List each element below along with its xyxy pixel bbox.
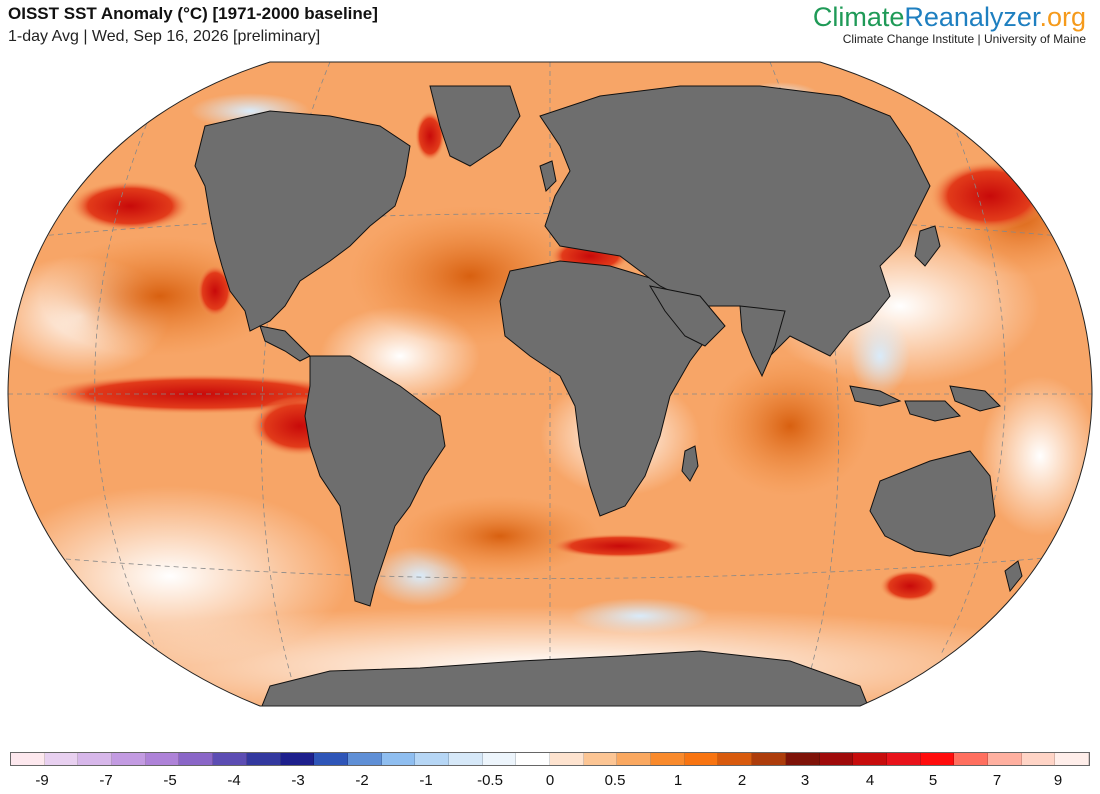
colorbar-swatch <box>1055 753 1089 765</box>
japan-land <box>914 225 941 267</box>
climatereanalyzer-logo[interactable]: ClimateReanalyzer.org <box>813 2 1086 32</box>
colorbar-tick-label: 4 <box>865 772 875 789</box>
colorbar-swatch <box>448 753 483 765</box>
colorbar-tick-label: 1 <box>673 772 683 789</box>
colorbar-tick-label: -7 <box>99 772 113 789</box>
colorbar-swatch <box>987 753 1022 765</box>
institution-label: Climate Change Institute | University of… <box>842 32 1086 46</box>
colorbar-swatch <box>954 753 988 765</box>
colorbar-ticks: -9 -7 -5 -4 -3 -2 -1 -0.5 0 0.5 1 2 3 4 5 7 9 <box>10 772 1090 792</box>
colorbar-tick-label: 5 <box>928 772 938 789</box>
south-america-land <box>304 355 446 607</box>
colorbar-swatch <box>482 753 517 765</box>
colorbar-tick-label: -2 <box>355 772 369 789</box>
colorbar-swatch <box>1021 753 1056 765</box>
colorbar-tick-label: 7 <box>992 772 1002 789</box>
map-outline <box>7 61 1093 707</box>
new-zealand-land <box>1004 560 1023 593</box>
logo-part-climate: Climate <box>812 2 905 32</box>
eurasia-land <box>539 85 931 357</box>
colorbar-swatch <box>752 753 786 765</box>
colorbar-swatch <box>853 753 887 765</box>
colorbar-swatch <box>651 753 685 765</box>
north-america-land <box>194 110 411 332</box>
colorbar-swatch <box>78 753 113 765</box>
map-subtitle: 1-day Avg | Wed, Sep 16, 2026 [prelimina… <box>8 28 321 45</box>
colorbar-swatch <box>179 753 214 765</box>
colorbar-swatch <box>415 753 449 765</box>
colorbar-swatch <box>246 753 281 765</box>
colorbar-tick-label: 3 <box>800 772 810 789</box>
colorbar-tick-label: 9 <box>1053 772 1063 789</box>
colorbar-tick-label: -3 <box>291 772 305 789</box>
colorbar-swatch <box>617 753 652 765</box>
colorbar-swatch <box>550 753 584 765</box>
colorbar-swatch <box>886 753 921 765</box>
central-america-land <box>259 325 311 362</box>
land-masses <box>194 85 1023 706</box>
greenland-land <box>429 85 521 167</box>
colorbar-tick-label: 0 <box>545 772 555 789</box>
colorbar-swatch <box>347 753 382 765</box>
map-title: OISST SST Anomaly (°C) [1971-2000 baseli… <box>8 4 378 23</box>
antarctica-land <box>249 650 881 706</box>
uk-land <box>539 160 557 192</box>
australia-land <box>869 450 996 557</box>
colorbar-swatch <box>44 753 79 765</box>
colorbar-tick-label: 2 <box>737 772 747 789</box>
colorbar-swatch <box>381 753 416 765</box>
colorbar-swatch <box>145 753 180 765</box>
brand-block: ClimateReanalyzer.org Climate Change Ins… <box>813 2 1086 46</box>
sst-anomaly-map <box>7 61 1093 707</box>
colorbar-tick-label: -4 <box>227 772 241 789</box>
indonesia-land <box>849 385 1001 422</box>
colorbar-swatch <box>112 753 146 765</box>
colorbar <box>10 752 1090 766</box>
colorbar-swatch <box>920 753 955 765</box>
arabia-land <box>648 285 726 347</box>
logo-part-reanalyzer: Reanalyzer <box>904 2 1040 32</box>
logo-part-org: .org <box>1039 2 1086 32</box>
colorbar-swatch <box>11 753 45 765</box>
colorbar-tick-label: -9 <box>35 772 49 789</box>
colorbar-tick-label: -5 <box>163 772 177 789</box>
colorbar-swatch <box>583 753 618 765</box>
colorbar-tick-label: -1 <box>419 772 433 789</box>
colorbar-swatch <box>314 753 348 765</box>
colorbar-swatch <box>213 753 247 765</box>
colorbar-swatch <box>280 753 315 765</box>
colorbar-swatch <box>785 753 820 765</box>
colorbar-swatch <box>516 753 550 765</box>
india-land <box>739 305 786 378</box>
colorbar-swatch <box>819 753 854 765</box>
colorbar-tick-label: 0.5 <box>604 772 626 789</box>
colorbar-swatch <box>718 753 753 765</box>
colorbar-tick-label: -0.5 <box>477 772 503 789</box>
madagascar-land <box>681 445 699 482</box>
colorbar-swatch <box>684 753 719 765</box>
